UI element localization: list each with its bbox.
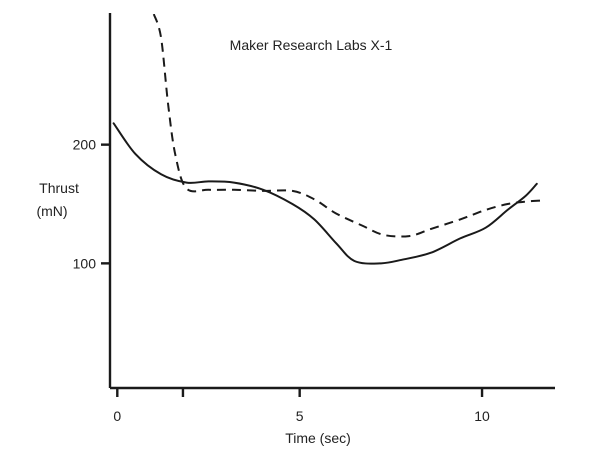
y-tick-label: 200 xyxy=(73,137,97,153)
x-tick-label: 5 xyxy=(296,408,304,424)
ticks: 100 200 0 5 10 xyxy=(73,137,490,424)
y-tick-label: 100 xyxy=(73,255,97,271)
chart-title: Maker Research Labs X-1 xyxy=(230,37,393,53)
x-tick-label: 10 xyxy=(474,408,490,424)
solid-series-line xyxy=(112,122,538,265)
plot-lines xyxy=(112,14,545,265)
y-axis-label-line2: (mN) xyxy=(36,203,67,219)
axes xyxy=(108,13,555,390)
x-tick-label: 0 xyxy=(113,408,121,424)
dashed-series-line xyxy=(152,14,545,238)
x-axis-label: Time (sec) xyxy=(285,430,351,446)
y-axis-label-line1: Thrust xyxy=(39,180,79,196)
